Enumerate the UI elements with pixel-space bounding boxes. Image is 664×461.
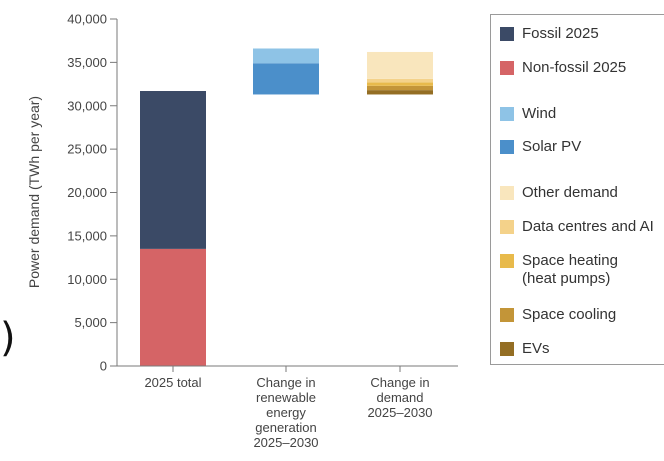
legend-swatch [500,342,514,356]
legend-swatch [500,220,514,234]
legend-label: Space heating (heat pumps) [522,252,618,287]
bar-segment-wind [253,48,319,64]
legend-swatch [500,61,514,75]
y-tick-label: 25,000 [67,142,107,157]
legend-label: Other demand [522,184,618,201]
legend-item: Space heating (heat pumps) [500,252,618,287]
legend-swatch [500,107,514,121]
bar-segment-evs [367,90,433,95]
y-tick-label: 35,000 [67,55,107,70]
x-tick-label: Change in demand 2025–2030 [367,375,432,420]
legend-label: Data centres and AI [522,218,654,235]
legend-swatch [500,140,514,154]
bar-segment-space-cooling [367,85,433,91]
legend-label: Fossil 2025 [522,25,599,42]
legend-item: EVs [500,340,550,358]
legend-item: Non-fossil 2025 [500,59,626,77]
legend-item: Other demand [500,184,618,202]
y-tick-label: 30,000 [67,98,107,113]
bar-segment-other-demand [367,51,433,79]
legend: Fossil 2025 Non-fossil 2025 Wind Solar PV Ot… [490,14,664,365]
y-tick-label: 0 [100,359,107,374]
legend-item: Fossil 2025 [500,25,599,43]
legend-item: Wind [500,105,556,123]
x-tick-label: 2025 total [144,375,201,390]
y-tick-label: 40,000 [67,12,107,27]
legend-label: Wind [522,105,557,122]
legend-label: Space cooling [522,306,617,323]
legend-item: Data centres and AI [500,218,654,236]
y-tick-label: 20,000 [67,185,107,200]
bar-segment-fossil-2025 [140,91,206,249]
page-fragment: ) [0,315,16,361]
legend-label: EVs [522,340,550,357]
bar-segment-space-heating-heat-pumps [367,82,433,86]
legend-item: Solar PV [500,138,581,156]
y-axis-title: Power demand (TWh per year) [26,96,42,288]
y-tick-label: 15,000 [67,228,107,243]
legend-swatch [500,27,514,41]
legend-item: Space cooling [500,306,616,324]
y-tick-label: 10,000 [67,272,107,287]
legend-swatch [500,186,514,200]
legend-swatch [500,254,514,268]
x-tick-label: Change in renewable energy generation 2025–2… [253,375,318,450]
y-tick-label: 5,000 [74,315,107,330]
bar-segment-non-fossil-2025 [140,248,206,366]
legend-swatch [500,308,514,322]
legend-label: Solar PV [522,138,582,155]
legend-label: Non-fossil 2025 [522,59,627,76]
x-axis: 2025 total Change in renewable energy genera… [117,365,458,450]
y-axis: 0 5,000 10,000 15,000 20,000 25,000 30,000 35,0… [67,12,118,374]
bar-segment-solar-pv [253,63,319,95]
bars [140,48,433,366]
bar-segment-data-centres-and-ai [367,78,433,83]
